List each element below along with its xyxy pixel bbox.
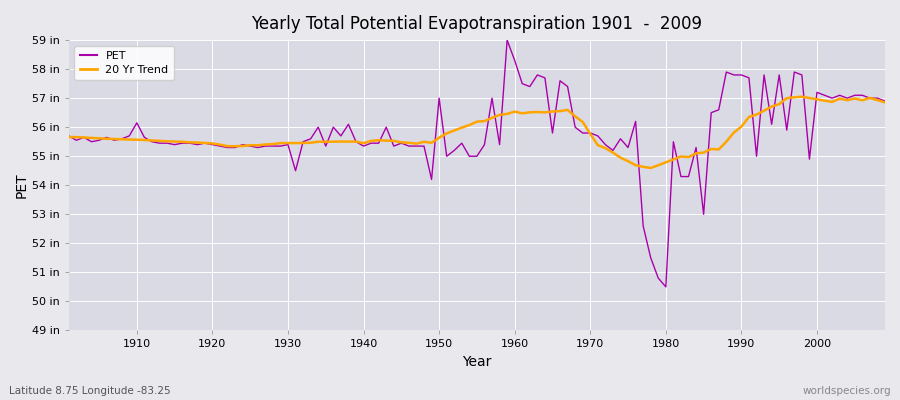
20 Yr Trend (124, 137, 135, 142)
Text: Latitude 8.75 Longitude -83.25: Latitude 8.75 Longitude -83.25 (9, 386, 171, 396)
20 Yr Trend (796, 94, 807, 99)
20 Yr Trend (879, 100, 890, 105)
PET (336, 134, 346, 138)
Legend: PET, 20 Yr Trend: PET, 20 Yr Trend (75, 46, 175, 80)
PET (879, 99, 890, 104)
Y-axis label: PET: PET (15, 172, 29, 198)
20 Yr Trend (509, 109, 520, 114)
PET (501, 38, 512, 42)
PET (290, 168, 301, 173)
Text: worldspecies.org: worldspecies.org (803, 386, 891, 396)
20 Yr Trend (600, 146, 611, 150)
20 Yr Trend (290, 141, 301, 146)
20 Yr Trend (63, 135, 74, 140)
Line: 20 Yr Trend: 20 Yr Trend (68, 97, 885, 168)
20 Yr Trend (501, 112, 512, 116)
PET (661, 284, 671, 289)
20 Yr Trend (645, 166, 656, 170)
PET (124, 134, 135, 138)
PET (517, 81, 527, 86)
20 Yr Trend (336, 139, 346, 144)
X-axis label: Year: Year (463, 355, 491, 369)
Line: PET: PET (68, 40, 885, 287)
PET (509, 58, 520, 63)
Title: Yearly Total Potential Evapotranspiration 1901  -  2009: Yearly Total Potential Evapotranspiratio… (251, 15, 702, 33)
PET (63, 134, 74, 138)
PET (608, 148, 618, 153)
